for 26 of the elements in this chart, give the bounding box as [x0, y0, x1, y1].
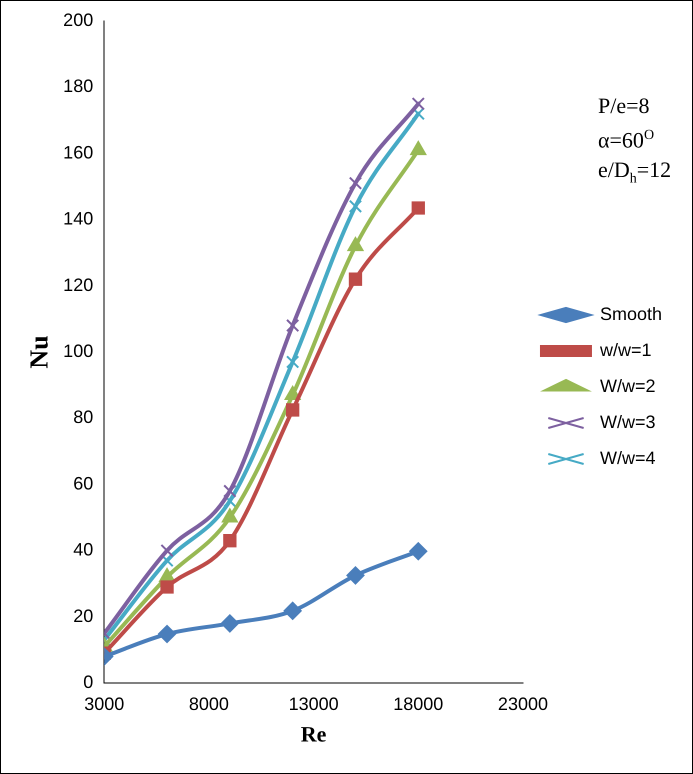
- y-axis-title: Nu: [24, 335, 54, 369]
- x-tick-label: 23000: [498, 694, 548, 714]
- legend-label: W/w=3: [600, 412, 656, 432]
- x-tick-label: 3000: [84, 694, 124, 714]
- y-tick-label: 0: [83, 672, 94, 692]
- y-tick-label: 180: [63, 76, 94, 96]
- text: α=60$^{O}$: [598, 126, 656, 154]
- y-tick-label: 80: [73, 407, 94, 428]
- text: P/e=8: [598, 92, 651, 120]
- legend-label: W/w=4: [600, 448, 656, 468]
- x-tick-label: 13000: [288, 694, 339, 714]
- y-tick-label: 60: [73, 473, 94, 494]
- y-tick-label: 20: [73, 606, 94, 626]
- y-tick-label: 140: [63, 208, 94, 229]
- legend-label: Smooth: [600, 304, 662, 324]
- text: e/D$_{h}$=12: [598, 156, 672, 189]
- y-tick-label: 120: [63, 274, 94, 295]
- x-tick-label: 8000: [188, 694, 229, 714]
- y-tick-label: 160: [63, 142, 94, 162]
- y-tick-label: 100: [63, 340, 94, 361]
- legend-label: W/w=2: [600, 376, 656, 396]
- legend-label: w/w=1: [598, 340, 652, 360]
- y-tick-label: 40: [73, 540, 94, 560]
- x-axis-title: Re: [300, 721, 327, 746]
- x-tick-label: 18000: [393, 694, 444, 714]
- y-tick-label: 200: [63, 10, 94, 30]
